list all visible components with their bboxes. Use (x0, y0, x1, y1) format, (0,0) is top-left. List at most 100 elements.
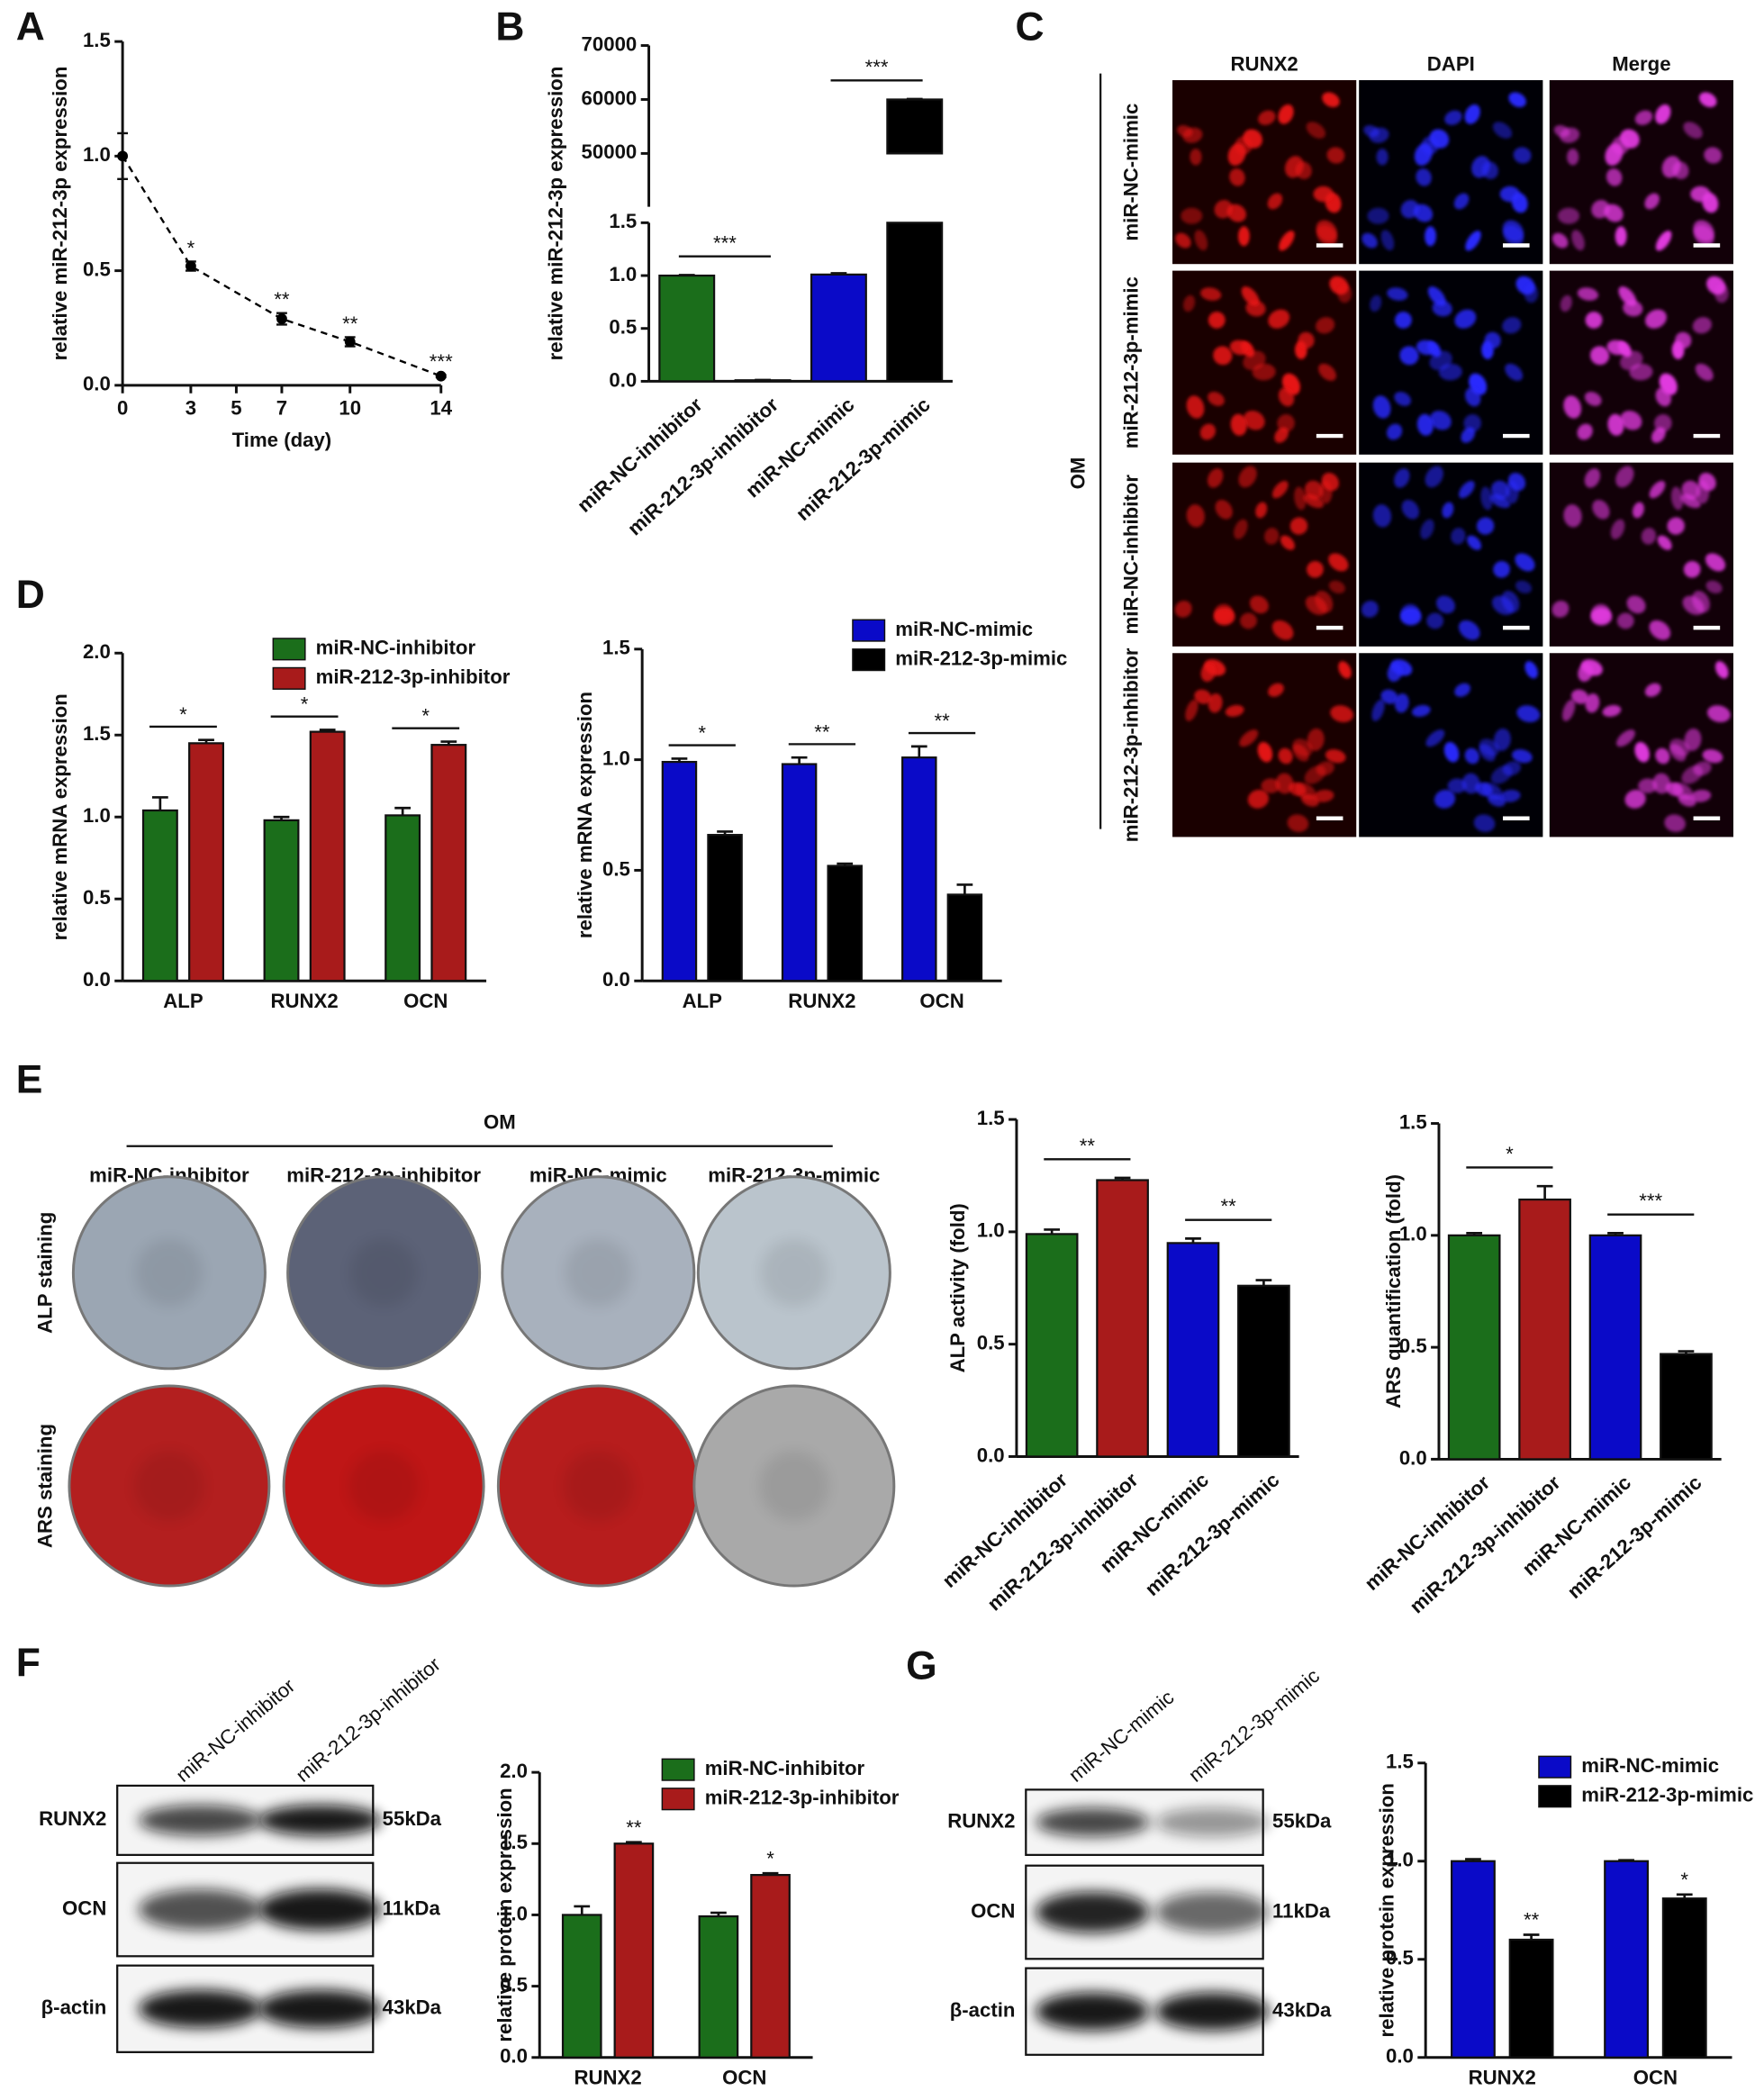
nucleus (1638, 778, 1658, 793)
nucleus (1400, 199, 1420, 219)
y-axis-label: relative protein expression (493, 1788, 516, 2041)
nucleus (1698, 92, 1717, 108)
significance: * (421, 705, 430, 728)
bar-upper (886, 98, 944, 155)
lane-label: miR-212-3p-mimic (1184, 1664, 1324, 1787)
bar (707, 834, 743, 982)
nucleus (1372, 395, 1391, 419)
bar (188, 742, 224, 982)
nucleus (1706, 705, 1731, 723)
nucleus (1429, 411, 1452, 430)
significance: * (698, 722, 706, 745)
size-label: 55kDa (1272, 1809, 1332, 1832)
nucleus (1394, 693, 1409, 713)
nucleus (1363, 125, 1380, 138)
nucleus (1376, 149, 1389, 166)
nucleus (1207, 468, 1224, 488)
nucleus (1199, 423, 1217, 440)
y-axis-label: ALP activity (fold) (946, 1203, 969, 1372)
nucleus (1307, 560, 1324, 578)
legend-label: miR-212-3p-mimic (895, 647, 1067, 670)
nucleus (1380, 689, 1398, 704)
significance: *** (713, 231, 737, 254)
nucleus (1524, 661, 1538, 679)
significance: * (1506, 1143, 1514, 1165)
nucleus (1271, 620, 1294, 640)
nucleus (1318, 363, 1336, 381)
nucleus (1563, 504, 1582, 528)
y-tick-label: 0.5 (1399, 1335, 1427, 1357)
significance: ** (1221, 1195, 1237, 1217)
y-tick-label: 0.5 (1386, 1947, 1414, 1969)
micrograph (1549, 653, 1733, 837)
nucleus (1277, 413, 1295, 432)
dish-shade (760, 1238, 828, 1307)
nucleus (1467, 535, 1482, 550)
nucleus (1321, 472, 1339, 492)
nucleus (1672, 161, 1689, 180)
nucleus (1463, 413, 1482, 432)
nucleus (1499, 789, 1521, 802)
nucleus (1444, 110, 1462, 125)
error-bar (1185, 1237, 1201, 1244)
bar (384, 814, 421, 982)
y-tick-label: 1.0 (602, 747, 630, 769)
significance: ** (814, 720, 830, 743)
legend-label: miR-212-3p-inhibitor (705, 1787, 900, 1809)
nucleus (1240, 612, 1257, 629)
y-axis-label: ARS quantification (fold) (1382, 1174, 1405, 1408)
nucleus (1620, 411, 1642, 430)
nucleus (1714, 661, 1729, 679)
significance: * (301, 693, 309, 716)
panel-letter: C (1015, 5, 1044, 50)
nucleus (1655, 104, 1671, 124)
legend-label: miR-NC-mimic (895, 618, 1033, 640)
nucleus (1490, 765, 1513, 784)
nucleus (1416, 339, 1436, 356)
bar (561, 1914, 602, 2059)
nucleus (1458, 620, 1480, 640)
protein-label: OCN (62, 1896, 106, 1919)
nucleus (1680, 493, 1701, 509)
nucleus (1394, 312, 1412, 329)
legend-swatch (661, 1788, 695, 1811)
nucleus (1454, 683, 1470, 697)
y-tick-label: 0.5 (977, 1332, 1005, 1354)
nucleus (1683, 560, 1701, 578)
nucleus (1585, 312, 1603, 329)
x-tick-label: ALP (163, 990, 204, 1012)
nucleus (1249, 595, 1269, 614)
nucleus (1313, 789, 1334, 802)
nucleus (1493, 560, 1510, 578)
bar (1450, 1860, 1496, 2059)
nucleus (1200, 663, 1217, 683)
nucleus (1571, 230, 1585, 251)
point (117, 150, 129, 162)
nucleus (1584, 392, 1602, 406)
nucleus (1261, 778, 1280, 793)
nucleus (1459, 480, 1475, 499)
nucleus (1427, 286, 1446, 306)
error-bar (1678, 1350, 1695, 1354)
significance: ** (934, 710, 950, 732)
point (344, 336, 356, 348)
legend-swatch (852, 619, 886, 642)
point (276, 313, 287, 324)
nucleus (1516, 705, 1541, 723)
nucleus (1208, 312, 1226, 329)
y-tick-label: 0.0 (602, 968, 630, 991)
bar (141, 809, 178, 982)
bar (750, 1874, 791, 2059)
y-tick-label: 0.0 (83, 373, 111, 395)
bar (263, 819, 300, 982)
nucleus (1292, 738, 1313, 756)
nucleus (1624, 789, 1646, 809)
panel-letter: E (16, 1057, 43, 1101)
nucleus (1616, 612, 1634, 629)
legend-swatch (1538, 1755, 1572, 1779)
bar (658, 274, 716, 383)
nucleus (1268, 309, 1290, 329)
error-bar (319, 729, 336, 732)
nucleus (1399, 607, 1422, 626)
nucleus (1280, 535, 1295, 550)
